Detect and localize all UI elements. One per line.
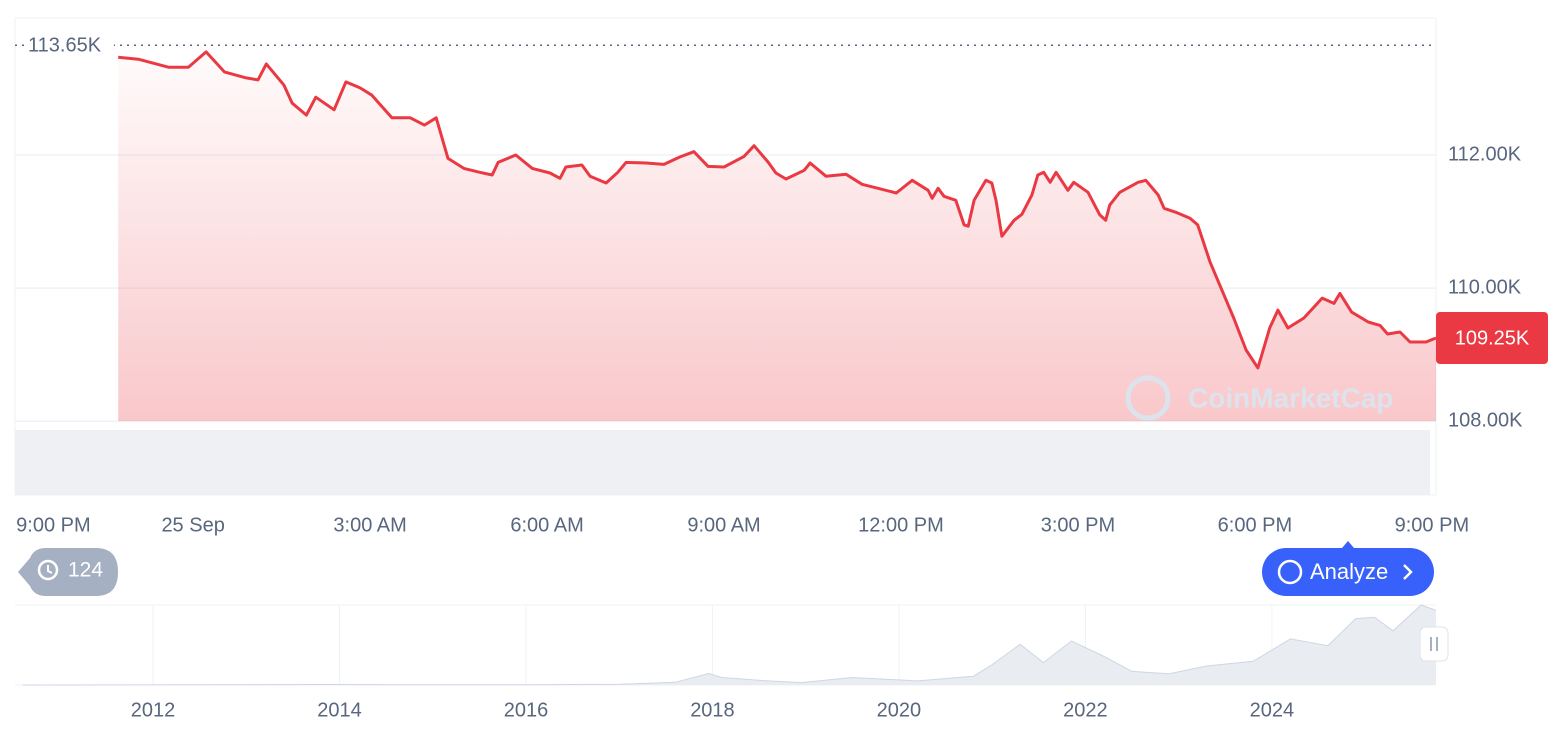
- x-tick-label: 9:00 AM: [687, 514, 760, 536]
- watermark-text: CoinMarketCap: [1188, 382, 1393, 413]
- navigator: 2012 2014 2016 2018 2020 2022 2024: [15, 604, 1437, 721]
- current-price-label: 109.25K: [1455, 327, 1530, 349]
- current-price-tag: [1436, 311, 1548, 364]
- analyze-button[interactable]: Analyze: [1262, 541, 1434, 596]
- nav-line: [22, 604, 1437, 686]
- x-tick-label: 6:00 AM: [510, 514, 583, 536]
- nav-tick-label: 2012: [131, 699, 176, 721]
- nav-tick-label: 2014: [317, 699, 362, 721]
- history-pill[interactable]: 124: [18, 548, 118, 596]
- nav-tick-label: 2022: [1063, 699, 1108, 721]
- nav-tick-label: 2024: [1250, 699, 1295, 721]
- analyze-label: Analyze: [1310, 559, 1388, 584]
- price-line: [118, 50, 1437, 370]
- y-tick-label: 108.00K: [1448, 409, 1523, 431]
- x-tick-label: 9:00 PM: [1395, 514, 1469, 536]
- x-tick-label: 6:00 PM: [1218, 514, 1292, 536]
- x-tick-label: 12:00 PM: [858, 514, 944, 536]
- nav-area: [22, 605, 1436, 685]
- x-tick-label: 3:00 PM: [1041, 514, 1115, 536]
- reference-label: 113.65K: [28, 35, 102, 57]
- volume-area: [15, 430, 1430, 495]
- main-chart: 108.00K 110.00K 112.00K 9:00 PM 25 Sep 3:00 A…: [15, 32, 1548, 536]
- y-tick-label: 110.00K: [1448, 276, 1522, 298]
- nav-tick-label: 2016: [504, 699, 549, 721]
- x-tick-label: 3:00 AM: [333, 514, 406, 536]
- area-fill: [118, 51, 1437, 422]
- nav-tick-label: 2020: [877, 699, 922, 721]
- reference-label-bg: [24, 32, 114, 59]
- x-tick-label: 25 Sep: [161, 514, 224, 536]
- nav-tick-label: 2018: [690, 699, 735, 721]
- x-tick-label: 9:00 PM: [16, 514, 90, 536]
- watermark: CoinMarketCap: [1125, 375, 1393, 421]
- nav-handle[interactable]: [1419, 626, 1449, 662]
- history-count: 124: [68, 559, 103, 582]
- y-tick-label: 112.00K: [1448, 143, 1522, 165]
